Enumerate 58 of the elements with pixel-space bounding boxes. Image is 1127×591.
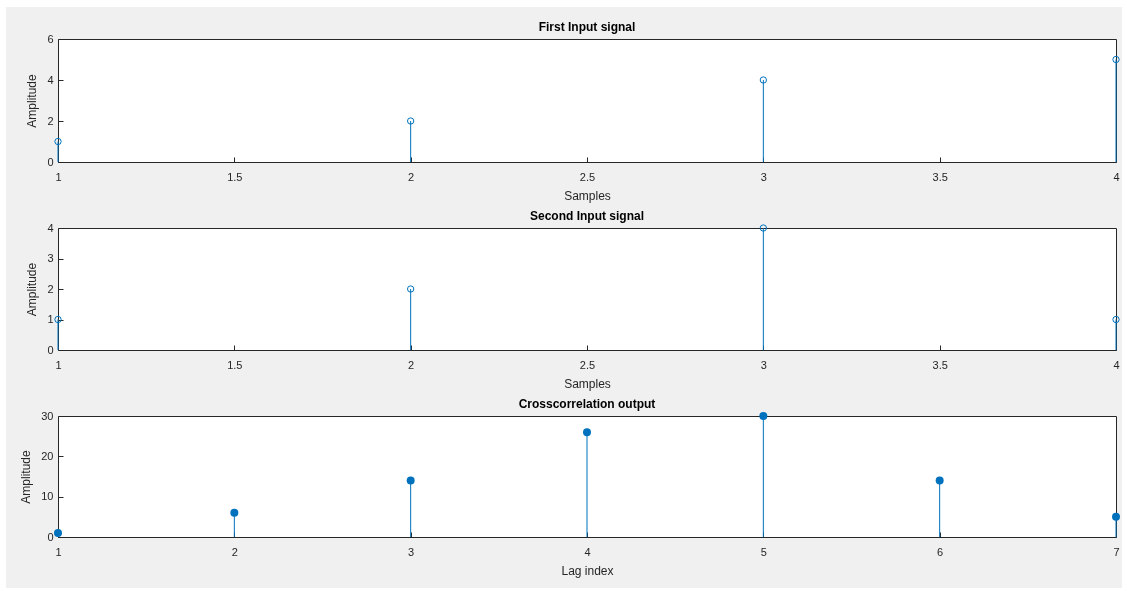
x-tick-label: 2 [408,358,415,371]
y-tick-label: 0 [47,343,54,356]
x-tick-label: 3 [760,170,767,183]
point [935,476,944,485]
x-tick-label: 4 [1113,358,1120,371]
y-axis-title: Amplitude [25,74,40,128]
x-tick-label: 4 [1113,170,1120,183]
y-tick-label: 4 [47,221,54,234]
x-tick-label: 3.5 [932,170,948,183]
y-tick-label: 1 [47,313,54,325]
x-tick-label: 1 [55,358,62,371]
point [406,476,415,485]
y-tick-label: 0 [47,155,54,168]
point [583,428,591,437]
point [54,137,62,146]
y-tick-label: 2 [47,114,54,127]
point [54,315,62,324]
point [1112,55,1120,64]
x-tick-label: 1 [55,545,62,558]
point [1112,512,1120,521]
point [230,508,239,517]
x-tick-label: 1 [55,170,62,183]
x-tick-label: 1.5 [227,170,243,183]
x-tick-label: 4 [584,545,591,558]
x-axis-title: Lag index [561,563,614,578]
x-tick-label: 6 [937,545,944,558]
x-tick-label: 2 [231,545,238,558]
point [407,117,415,125]
y-axis-title: Amplitude [25,262,40,317]
chart-title: Second Input signal [529,209,645,223]
y-tick-label: 3 [47,252,54,264]
x-axis-title: Samples [564,376,611,391]
x-tick-label: 3.5 [932,358,948,371]
y-axis-title: Amplitude [19,450,34,504]
x-tick-label: 5 [760,545,767,558]
y-tick-label: 30 [41,409,54,422]
y-tick-label: 0 [47,530,54,543]
point [759,76,767,84]
x-tick-label: 2 [408,170,415,183]
x-axis-title: Samples [564,188,611,203]
x-tick-label: 7 [1113,545,1120,558]
point [1112,315,1120,324]
point [759,224,767,232]
y-tick-label: 6 [47,32,54,45]
y-tick-label: 20 [41,449,54,462]
y-tick-label: 10 [41,490,54,503]
point [54,528,62,537]
chart-title: Crosscorrelation output [518,397,656,411]
x-tick-label: 3 [760,358,767,371]
y-tick-label: 4 [47,73,54,86]
x-tick-label: 2.5 [579,170,596,183]
chart-title: First Input signal [538,20,636,34]
x-tick-label: 1.5 [227,358,243,371]
x-tick-label: 2.5 [579,358,596,371]
y-tick-label: 2 [47,282,54,295]
point [407,285,415,293]
point [759,412,768,420]
x-tick-label: 3 [408,545,415,558]
